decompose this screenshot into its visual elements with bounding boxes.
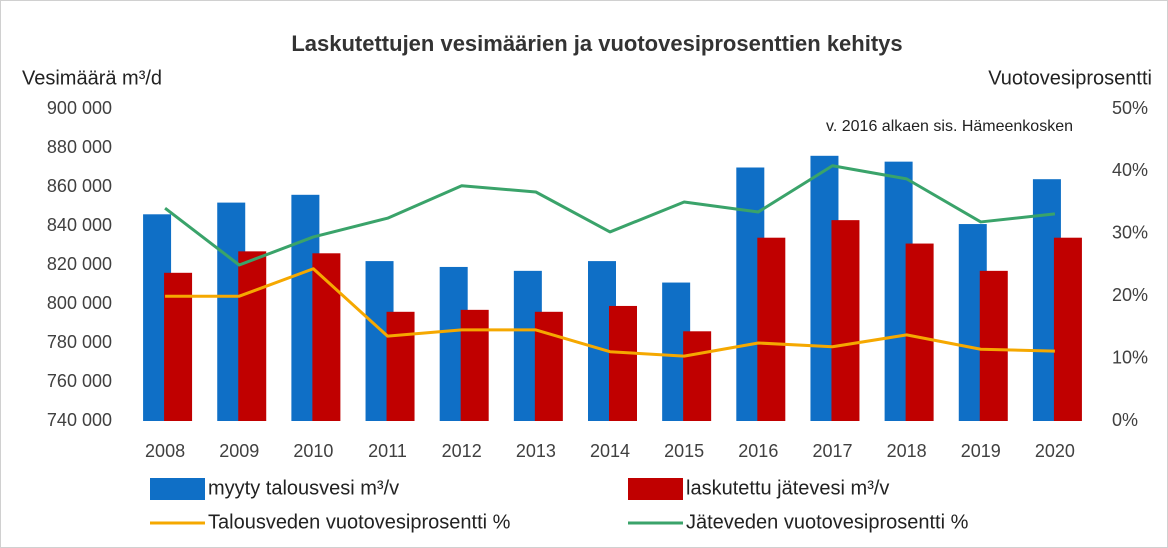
y2-tick-label: 30% xyxy=(1112,223,1148,243)
x-tick-label: 2020 xyxy=(1035,441,1075,461)
x-tick-label: 2010 xyxy=(293,441,333,461)
bar xyxy=(831,220,860,421)
bar xyxy=(609,305,637,421)
bar xyxy=(757,237,786,421)
y2-tick-label: 40% xyxy=(1112,160,1148,180)
legend-label: Jäteveden vuotovesiprosentti % xyxy=(686,511,969,533)
y-tick-label: 800 000 xyxy=(47,293,112,313)
x-tick-label: 2018 xyxy=(887,441,927,461)
legend-label: laskutettu jätevesi m³/v xyxy=(686,477,889,499)
bar xyxy=(238,251,267,421)
legend-label: Talousveden vuotovesiprosentti % xyxy=(208,511,511,533)
y-tick-label: 740 000 xyxy=(47,410,112,430)
x-tick-label: 2014 xyxy=(590,441,630,461)
x-tick-label: 2013 xyxy=(516,441,556,461)
y-axis-label: Vesimäärä m³/d xyxy=(22,67,162,89)
y-tick-label: 900 000 xyxy=(47,98,112,118)
bar xyxy=(979,270,1008,421)
x-tick-label: 2008 xyxy=(145,441,185,461)
y2-tick-label: 20% xyxy=(1112,285,1148,305)
y-tick-label: 880 000 xyxy=(47,137,112,157)
y2-axis-label: Vuotovesiprosentti xyxy=(988,67,1152,89)
bar xyxy=(683,331,712,421)
bar xyxy=(534,311,563,421)
x-tick-label: 2009 xyxy=(219,441,259,461)
x-tick-label: 2019 xyxy=(961,441,1001,461)
x-tick-label: 2011 xyxy=(368,441,407,461)
chart-title: Laskutettujen vesimäärien ja vuotovesipr… xyxy=(291,31,902,56)
legend-swatch xyxy=(150,478,205,500)
bar xyxy=(460,309,489,421)
y-tick-label: 780 000 xyxy=(47,332,112,352)
x-tick-label: 2016 xyxy=(738,441,778,461)
x-tick-label: 2017 xyxy=(812,441,852,461)
legend-swatch xyxy=(628,478,683,500)
y2-tick-label: 0% xyxy=(1112,410,1138,430)
y2-tick-label: 10% xyxy=(1112,347,1148,367)
y-tick-label: 860 000 xyxy=(47,176,112,196)
bar xyxy=(386,311,415,421)
x-tick-label: 2012 xyxy=(442,441,482,461)
bar xyxy=(1053,237,1082,421)
line xyxy=(165,267,1055,358)
legend-label: myyty talousvesi m³/v xyxy=(208,477,399,499)
line xyxy=(164,164,1056,267)
bar xyxy=(312,253,341,421)
y-tick-label: 840 000 xyxy=(47,215,112,235)
y2-tick-label: 50% xyxy=(1112,98,1148,118)
y-tick-label: 820 000 xyxy=(47,254,112,274)
annotation: v. 2016 alkaen sis. Hämeenkosken xyxy=(826,118,1073,135)
x-tick-label: 2015 xyxy=(664,441,704,461)
y-tick-label: 760 000 xyxy=(47,371,112,391)
bar xyxy=(905,243,934,421)
